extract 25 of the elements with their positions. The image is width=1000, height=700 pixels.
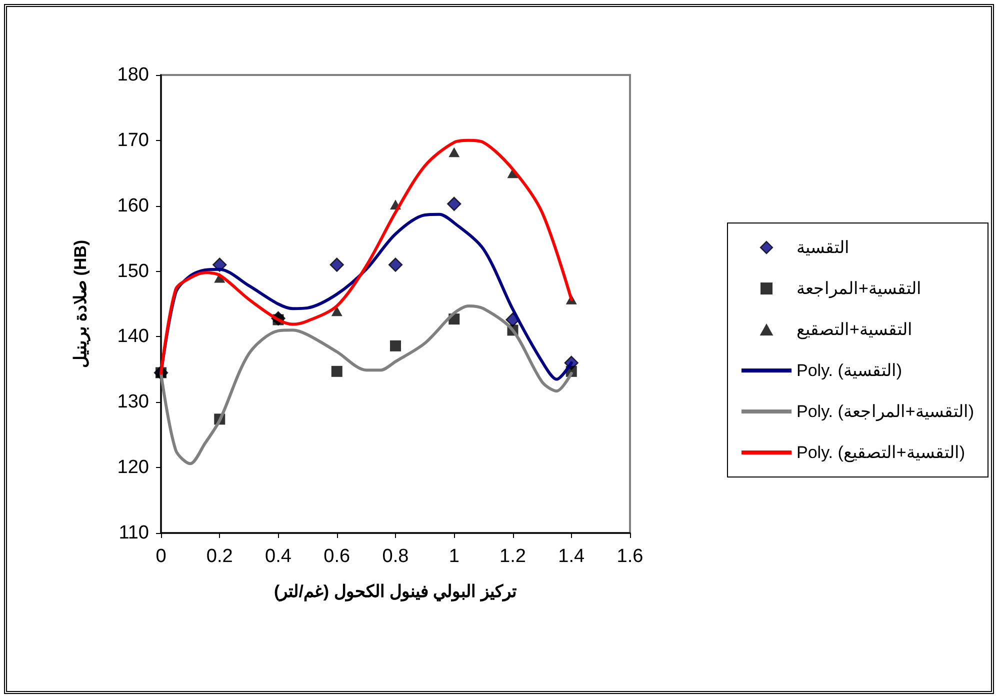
legend-label: Poly. (التقسية) [796,361,902,380]
y-tick-label: 170 [117,130,149,151]
x-tick-label: 0.8 [382,546,409,567]
y-tick-label: 120 [117,457,149,478]
x-tick-label: 1.2 [500,546,526,567]
y-tick-label: 150 [117,260,149,282]
x-tick-label: 1 [448,546,460,567]
x-tick-label: 1.4 [558,546,586,567]
y-tick-label: 180 [117,64,149,86]
legend-label: التقسية [796,238,850,257]
x-tick-label: 0.6 [324,546,350,567]
y-tick-label: 130 [117,392,149,413]
y-axis-title: صلادة برينيل (HB) [71,240,91,368]
x-axis-title: تركيز البولي فينول الكحول (غم/لتر) [274,582,517,602]
y-tick-label: 140 [117,326,149,348]
x-tick-label: 0 [156,546,166,567]
y-tick-label: 110 [118,522,149,544]
legend-label: Poly. (التقسية+المراجعة) [796,402,974,422]
x-tick-label: 1.6 [616,546,644,567]
legend-label: التقسية+التصقيع [796,320,912,340]
x-tick-label: 0.4 [265,546,292,567]
legend-label: Poly. (التقسية+التصقيع) [796,443,966,463]
x-tick-label: 0.2 [206,546,233,567]
legend-label: التقسية+المراجعة [796,279,922,299]
y-tick-label: 160 [117,195,149,216]
